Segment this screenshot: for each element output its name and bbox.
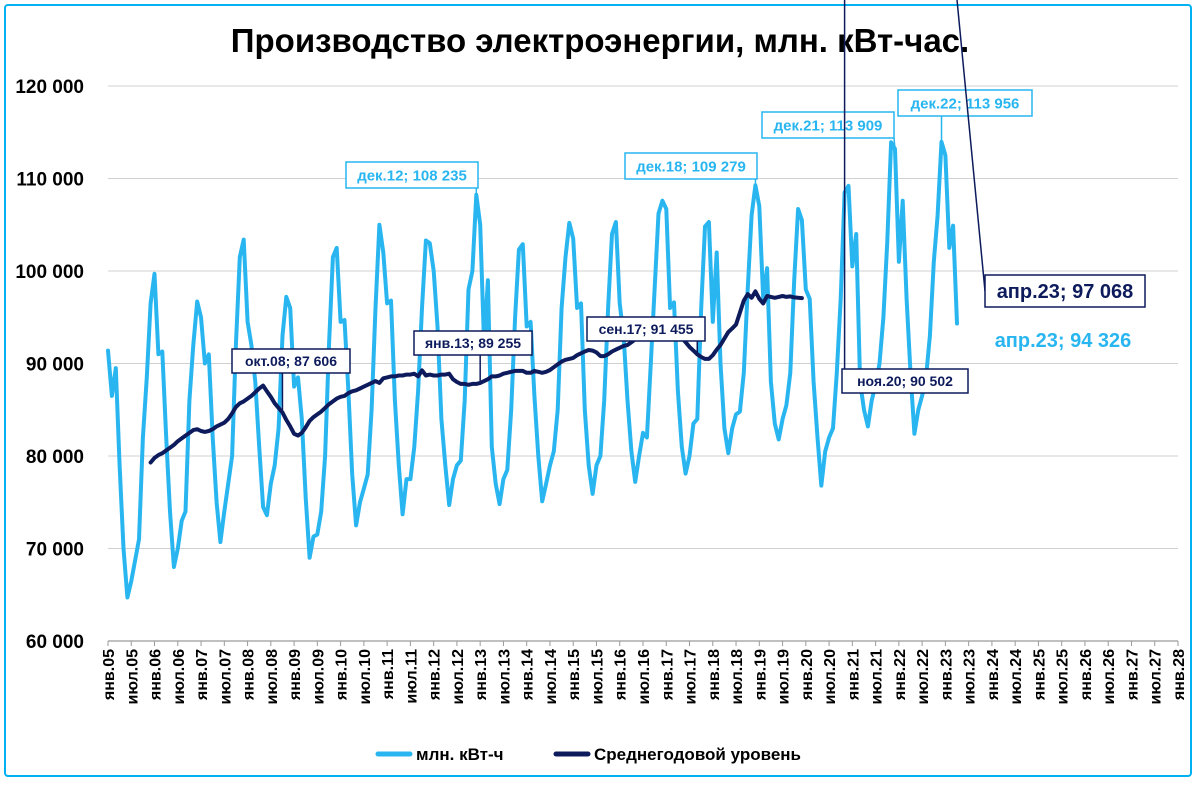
x-tick-label: янв.16 bbox=[613, 649, 630, 701]
x-tick-label: янв.20 bbox=[799, 649, 816, 701]
annotation-box bbox=[984, 274, 1146, 308]
annotation-box bbox=[413, 330, 533, 356]
x-tick-label: янв.21 bbox=[845, 649, 862, 701]
annotation-label: дек.12; 108 235 bbox=[357, 167, 467, 184]
x-tick-label: янв.28 bbox=[1171, 649, 1188, 701]
annotation-box bbox=[985, 324, 1141, 356]
x-tick-label: янв.24 bbox=[985, 649, 1002, 701]
annotation-label: дек.18; 109 279 bbox=[636, 158, 746, 175]
x-tick-label: янв.13 bbox=[473, 649, 490, 701]
x-tick-label: июл.14 bbox=[543, 649, 560, 705]
chart-frame bbox=[4, 4, 1192, 777]
y-tick-label: 100 000 bbox=[15, 262, 84, 283]
x-tick-label: янв.26 bbox=[1078, 649, 1095, 701]
x-tick-label: июл.09 bbox=[310, 649, 327, 705]
x-tick-label: янв.06 bbox=[148, 649, 165, 701]
x-tick-label: июл.08 bbox=[264, 649, 281, 705]
annotation-label: окт.08; 87 606 bbox=[245, 353, 337, 369]
x-tick-label: июл.07 bbox=[217, 649, 234, 705]
x-tick-label: янв.09 bbox=[287, 649, 304, 701]
x-tick-label: июл.15 bbox=[589, 649, 606, 705]
x-tick-label: янв.27 bbox=[1124, 649, 1141, 701]
x-tick-label: янв.15 bbox=[566, 649, 583, 701]
annotation-box bbox=[586, 316, 706, 342]
x-tick-label: янв.12 bbox=[427, 649, 444, 701]
x-tick-label: июл.26 bbox=[1101, 649, 1118, 705]
annotation-leader bbox=[956, 0, 986, 292]
annotation-label: янв.13; 89 255 bbox=[425, 335, 521, 351]
x-tick-label: янв.22 bbox=[892, 649, 909, 701]
x-tick-label: янв.05 bbox=[101, 649, 118, 701]
x-tick-label: янв.25 bbox=[1031, 649, 1048, 701]
series-average-line bbox=[148, 289, 804, 465]
x-tick-label: янв.08 bbox=[241, 649, 258, 701]
x-tick-label: июл.11 bbox=[403, 649, 420, 704]
x-tick-label: янв.19 bbox=[752, 649, 769, 701]
x-tick-label: июл.24 bbox=[1008, 649, 1025, 705]
annotation-box bbox=[345, 161, 479, 189]
x-tick-label: июл.06 bbox=[171, 649, 188, 705]
legend-label-monthly: млн. кВт-ч bbox=[416, 745, 504, 764]
annotation-label: дек.22; 113 956 bbox=[911, 95, 1020, 112]
x-tick-label: июл.17 bbox=[683, 649, 700, 705]
annotation-box bbox=[624, 152, 758, 180]
annotation-box bbox=[841, 368, 969, 394]
y-tick-label: 110 000 bbox=[16, 170, 84, 191]
annotation-label: ноя.20; 90 502 bbox=[857, 373, 953, 389]
y-axis-ticks: 60 000 70 000 80 000 90 000 100 000 110 000 12… bbox=[15, 77, 84, 653]
legend: млн. кВт-ч Среднегодовой уровень bbox=[375, 745, 801, 764]
x-tick-label: янв.10 bbox=[334, 649, 351, 701]
x-tick-label: июл.25 bbox=[1055, 649, 1072, 705]
x-tick-label: июл.23 bbox=[962, 649, 979, 705]
annotation-label: сен.17; 91 455 bbox=[599, 321, 694, 337]
x-tick-label: июл.27 bbox=[1148, 649, 1165, 705]
annotation-leader bbox=[893, 137, 896, 149]
x-tick-label: янв.14 bbox=[520, 649, 537, 701]
y-tick-label: 60 000 bbox=[26, 632, 84, 653]
y-tick-label: 120 000 bbox=[15, 77, 84, 98]
series bbox=[106, 139, 959, 600]
x-tick-label: июл.19 bbox=[776, 649, 793, 705]
x-axis-ticks: янв.05 июл.05 янв.06 июл.06 янв.07 июл.07 янв.… bbox=[101, 641, 1188, 705]
x-tick-label: июл.21 bbox=[869, 649, 886, 705]
x-tick-label: июл.13 bbox=[496, 649, 513, 705]
x-tick-label: июл.18 bbox=[729, 649, 746, 705]
chart-title: Производство электроэнергии, млн. кВт-ча… bbox=[231, 22, 969, 59]
x-tick-label: июл.16 bbox=[636, 649, 653, 705]
x-tick-label: июл.22 bbox=[915, 649, 932, 705]
x-tick-label: июл.05 bbox=[124, 649, 141, 705]
annotation-label: апр.23; 94 326 bbox=[995, 330, 1132, 352]
legend-label-average: Среднегодовой уровень bbox=[594, 745, 801, 764]
x-tick-label: янв.07 bbox=[194, 649, 211, 701]
annotations: дек.12; 108 235 дек.18; 109 279 дек.21; 11… bbox=[231, 0, 1146, 413]
x-tick-label: янв.23 bbox=[938, 649, 955, 701]
annotation-box bbox=[897, 89, 1033, 117]
annotation-label: апр.23; 97 068 bbox=[997, 281, 1134, 303]
annotation-box bbox=[231, 348, 351, 374]
x-tick-label: июл.20 bbox=[822, 649, 839, 705]
x-tick-label: янв.18 bbox=[706, 649, 723, 701]
annotation-label: дек.21; 113 909 bbox=[774, 117, 883, 134]
x-tick-label: янв.17 bbox=[659, 649, 676, 701]
annotation-box bbox=[761, 111, 895, 139]
y-tick-label: 90 000 bbox=[26, 355, 84, 376]
x-tick-label: июл.10 bbox=[357, 649, 374, 705]
series-monthly-line bbox=[106, 139, 959, 600]
x-tick-label: янв.11 bbox=[380, 649, 397, 700]
x-tick-label: июл.12 bbox=[450, 649, 467, 705]
y-tick-label: 70 000 bbox=[26, 540, 84, 561]
y-tick-label: 80 000 bbox=[26, 447, 84, 468]
